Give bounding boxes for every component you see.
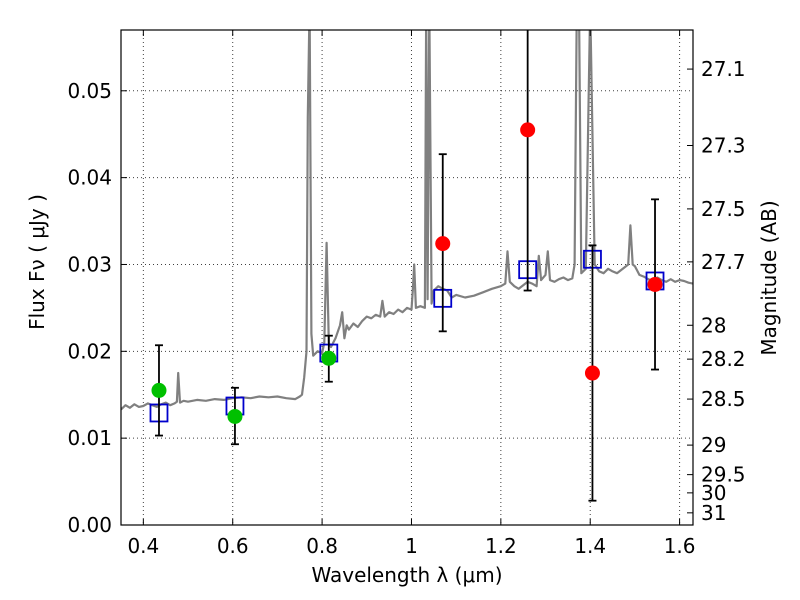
right-axis-label: Magnitude (AB) [757, 200, 781, 355]
y-tick-label: 0.05 [67, 79, 112, 103]
ticks [121, 30, 693, 526]
x-axis-label: Wavelength λ (μm) [311, 563, 502, 587]
right-tick-label: 27.1 [701, 57, 746, 81]
y-tick-label: 0.02 [67, 339, 112, 363]
x-tick-label: 0.6 [217, 534, 249, 558]
right-tick-label: 28.2 [701, 347, 746, 371]
x-tick-label: 1.2 [485, 534, 517, 558]
right-tick-label: 27.5 [701, 197, 746, 221]
y-tick-label: 0.03 [67, 252, 112, 276]
right-tick-label: 28.5 [701, 387, 746, 411]
tick-labels: 0.4 0.6 0.8 1 1.2 1.4 1.6 0.00 0.01 0.02 0.03 0.04 0… [67, 57, 745, 558]
right-tick-label: 30 [701, 481, 726, 505]
data-point [584, 365, 600, 381]
right-tick-label: 29 [701, 433, 726, 457]
x-tick-label: 0.4 [127, 534, 159, 558]
y-tick-label: 0.00 [67, 513, 112, 537]
data-point [151, 382, 167, 398]
x-tick-label: 1 [405, 534, 418, 558]
plot-frame [120, 29, 694, 526]
right-tick-label: 28 [701, 313, 726, 337]
right-tick-label: 27.3 [701, 134, 746, 158]
x-tick-label: 1.6 [664, 534, 696, 558]
data-point [321, 350, 337, 366]
y-tick-label: 0.04 [67, 166, 112, 190]
plot-area [121, 30, 693, 502]
data-point [227, 408, 243, 424]
data-point [520, 122, 536, 138]
data-point [647, 276, 663, 292]
x-tick-label: 0.8 [306, 534, 338, 558]
right-tick-label: 29.5 [701, 463, 746, 487]
data-point [435, 236, 451, 252]
right-tick-label: 27.7 [701, 250, 746, 274]
x-tick-label: 1.4 [574, 534, 606, 558]
right-tick-label: 31 [701, 501, 726, 525]
y-tick-label: 0.01 [67, 426, 112, 450]
y-axis-label: Flux Fν ( μJy ) [25, 194, 49, 330]
